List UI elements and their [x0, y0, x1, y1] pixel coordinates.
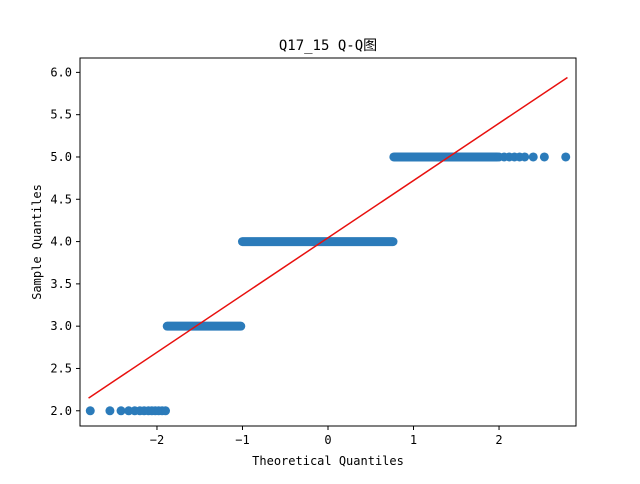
plot-area: [85, 76, 571, 416]
reference-line: [88, 76, 568, 399]
data-point: [539, 152, 549, 162]
data-point: [105, 406, 115, 416]
x-tick-label: 1: [410, 433, 417, 447]
y-axis-label: Sample Quantiles: [30, 184, 44, 300]
y-tick-label: 2.0: [50, 404, 72, 418]
y-tick-label: 4.5: [50, 192, 72, 206]
data-point: [520, 152, 530, 162]
chart-title: Q17_15 Q-Q图: [279, 38, 377, 54]
x-axis-label: Theoretical Quantiles: [252, 454, 404, 468]
y-tick-label: 5.0: [50, 150, 72, 164]
x-tick-label: 2: [495, 433, 502, 447]
y-tick-label: 5.5: [50, 108, 72, 122]
axes: −2 −1 0 1 2 2.0 2.5 3.0 3.5 4.0 4.5 5.0 5.5 6.0: [50, 65, 502, 447]
data-point: [161, 406, 171, 416]
y-tick-label: 2.5: [50, 361, 72, 375]
data-point: [561, 152, 571, 162]
data-point: [116, 406, 126, 416]
x-tick-label: −2: [150, 433, 164, 447]
data-point: [528, 152, 538, 162]
x-tick-label: 0: [324, 433, 331, 447]
y-tick-label: 3.5: [50, 277, 72, 291]
y-tick-label: 3.0: [50, 319, 72, 333]
data-point: [85, 406, 95, 416]
x-tick-label: −1: [235, 433, 249, 447]
y-tick-label: 4.0: [50, 235, 72, 249]
y-tick-label: 6.0: [50, 65, 72, 79]
